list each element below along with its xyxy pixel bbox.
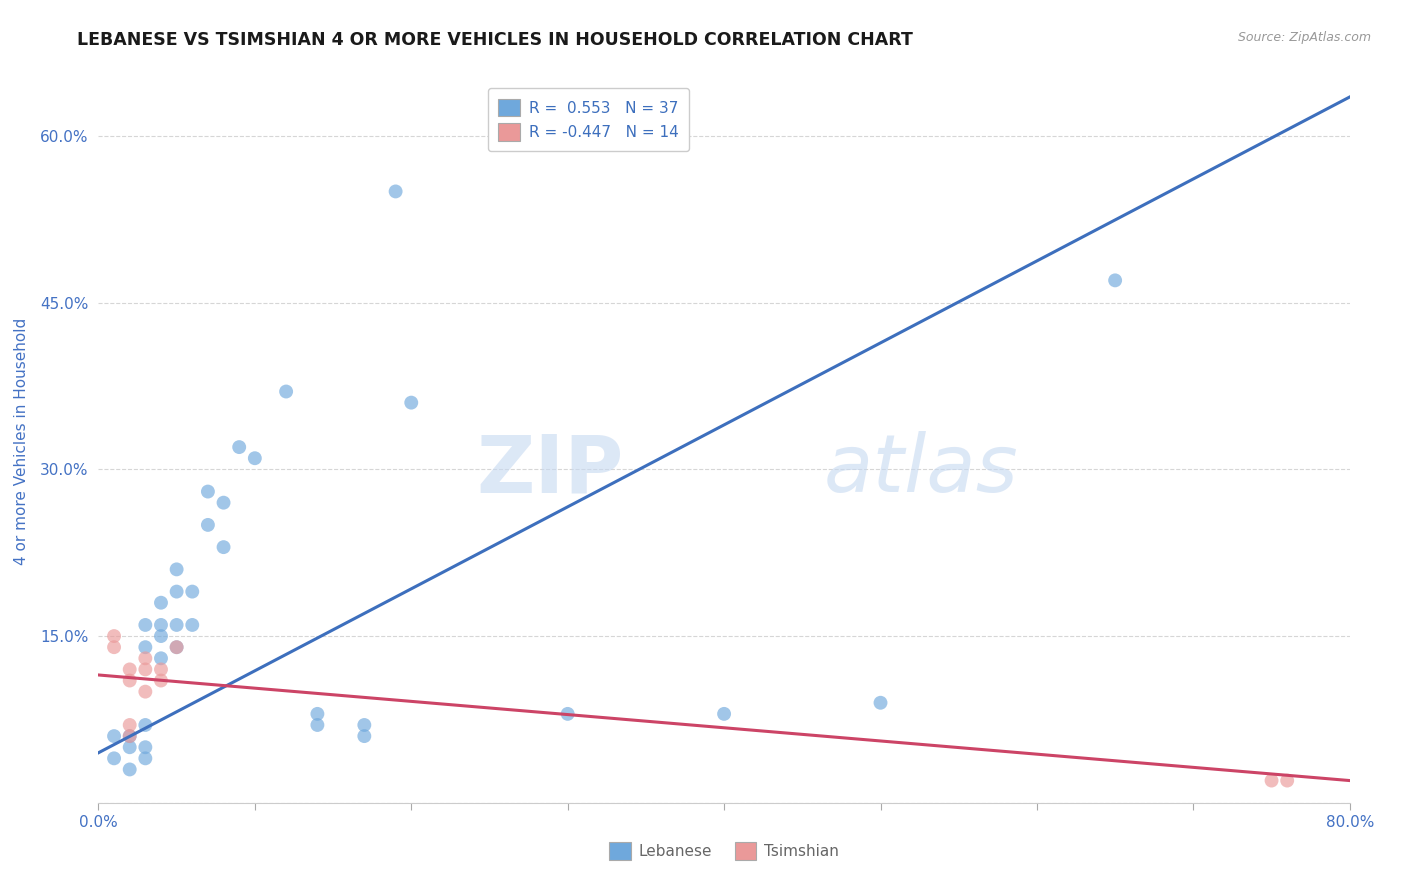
Point xyxy=(134,740,156,755)
Text: ZIP: ZIP xyxy=(477,432,624,509)
Text: LEBANESE VS TSIMSHIAN 4 OR MORE VEHICLES IN HOUSEHOLD CORRELATION CHART: LEBANESE VS TSIMSHIAN 4 OR MORE VEHICLES… xyxy=(77,31,914,49)
Point xyxy=(307,718,329,732)
Point xyxy=(243,451,266,466)
Point xyxy=(118,718,141,732)
Point xyxy=(181,618,204,632)
Point xyxy=(134,718,156,732)
Point xyxy=(166,618,188,632)
Point xyxy=(103,629,125,643)
Point xyxy=(134,751,156,765)
Point xyxy=(118,729,141,743)
Point xyxy=(134,684,156,698)
Point xyxy=(118,673,141,688)
Point xyxy=(134,662,156,676)
Point xyxy=(353,718,375,732)
Point xyxy=(134,640,156,655)
Point xyxy=(1260,773,1282,788)
Point xyxy=(166,640,188,655)
Point xyxy=(103,640,125,655)
Point xyxy=(166,562,188,576)
Point xyxy=(353,729,375,743)
Point xyxy=(118,763,141,777)
Point xyxy=(869,696,891,710)
Point xyxy=(150,651,173,665)
Text: Source: ZipAtlas.com: Source: ZipAtlas.com xyxy=(1237,31,1371,45)
Point xyxy=(228,440,250,454)
Point xyxy=(118,662,141,676)
Point xyxy=(274,384,298,399)
Point xyxy=(118,729,141,743)
Point xyxy=(150,673,173,688)
Point xyxy=(1277,773,1299,788)
Point xyxy=(166,584,188,599)
Point xyxy=(557,706,579,721)
Point xyxy=(1104,273,1126,287)
Text: atlas: atlas xyxy=(824,432,1019,509)
Point xyxy=(118,740,141,755)
Point xyxy=(713,706,735,721)
Point xyxy=(307,706,329,721)
Point xyxy=(181,584,204,599)
Point xyxy=(401,395,423,409)
Point xyxy=(212,496,235,510)
Point xyxy=(212,540,235,554)
Point xyxy=(103,729,125,743)
Point xyxy=(166,640,188,655)
Legend: Lebanese, Tsimshian: Lebanese, Tsimshian xyxy=(602,835,846,867)
Point xyxy=(150,596,173,610)
Point xyxy=(150,618,173,632)
Point xyxy=(103,751,125,765)
Point xyxy=(134,618,156,632)
Point xyxy=(134,651,156,665)
Point xyxy=(197,484,219,499)
Point xyxy=(150,662,173,676)
Point xyxy=(150,629,173,643)
Point xyxy=(384,185,406,199)
Point xyxy=(197,517,219,532)
Y-axis label: 4 or more Vehicles in Household: 4 or more Vehicles in Household xyxy=(14,318,30,566)
